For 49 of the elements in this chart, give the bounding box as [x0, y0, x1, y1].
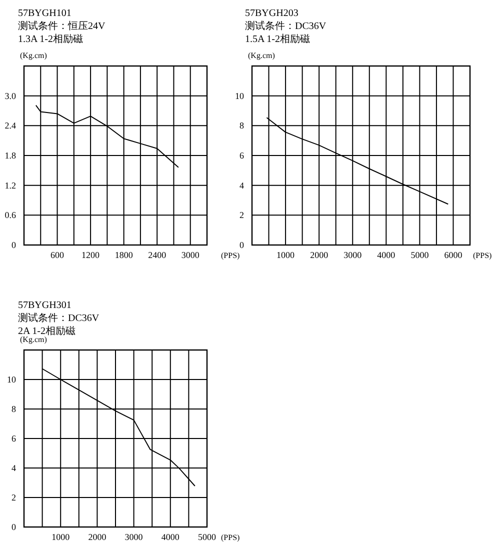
xtick: 5000 [198, 532, 216, 542]
subtitle: 测试条件：恒压24V [18, 21, 106, 32]
xtick: 1000 [52, 532, 70, 542]
ylabel: (Kg.cm) [20, 335, 47, 344]
xtick: 2000 [310, 250, 328, 260]
xtick: 1200 [82, 250, 100, 260]
ytick: 10 [7, 374, 16, 384]
ytick: 2 [12, 492, 16, 502]
xlabel: (PPS) [221, 533, 240, 542]
ytick: 6 [240, 150, 244, 160]
ytick: 3.0 [4, 90, 16, 101]
ytick: 0 [12, 240, 16, 250]
xtick: 1800 [114, 250, 133, 260]
xtick: 4000 [161, 532, 180, 542]
ytick: 4 [240, 180, 244, 190]
ytick: 0.6 [4, 210, 16, 220]
ytick: 1.2 [4, 180, 16, 190]
ytick: 0 [240, 240, 244, 250]
xlabel: (PPS) [473, 251, 492, 260]
ylabel: (Kg.cm) [248, 51, 275, 60]
xlabel: (PPS) [221, 251, 240, 260]
ylabel: (Kg.cm) [20, 51, 47, 60]
xtick: 2000 [88, 532, 106, 542]
title: 57BYGH203 [245, 8, 298, 19]
xtick: 1000 [276, 250, 295, 260]
ytick: 6 [12, 434, 16, 444]
ytick: 0 [12, 522, 16, 532]
ytick: 1.8 [4, 150, 16, 160]
xtick: 600 [50, 250, 64, 260]
xtick: 3000 [181, 250, 200, 260]
xtick: 4000 [377, 250, 396, 260]
annotation: 1.3A 1-2相励磁 [18, 34, 83, 45]
xtick: 5000 [410, 250, 429, 260]
ytick: 8 [240, 120, 244, 131]
xtick: 3000 [344, 250, 362, 260]
xtick: 6000 [444, 250, 462, 260]
ytick: 8 [12, 404, 16, 414]
subtitle: 测试条件：DC36V [18, 313, 100, 324]
title: 57BYGH301 [18, 300, 72, 311]
ytick: 2.4 [4, 120, 16, 131]
subtitle: 测试条件：DC36V [245, 21, 326, 32]
annotation: 2A 1-2相励磁 [18, 326, 76, 337]
title: 57BYGH101 [18, 8, 72, 19]
ytick: 2 [240, 210, 244, 220]
ytick: 4 [12, 463, 16, 473]
xtick: 2400 [148, 250, 166, 260]
xtick: 3000 [124, 532, 143, 542]
annotation: 1.5A 1-2相励磁 [245, 34, 310, 45]
ytick: 10 [235, 90, 244, 101]
